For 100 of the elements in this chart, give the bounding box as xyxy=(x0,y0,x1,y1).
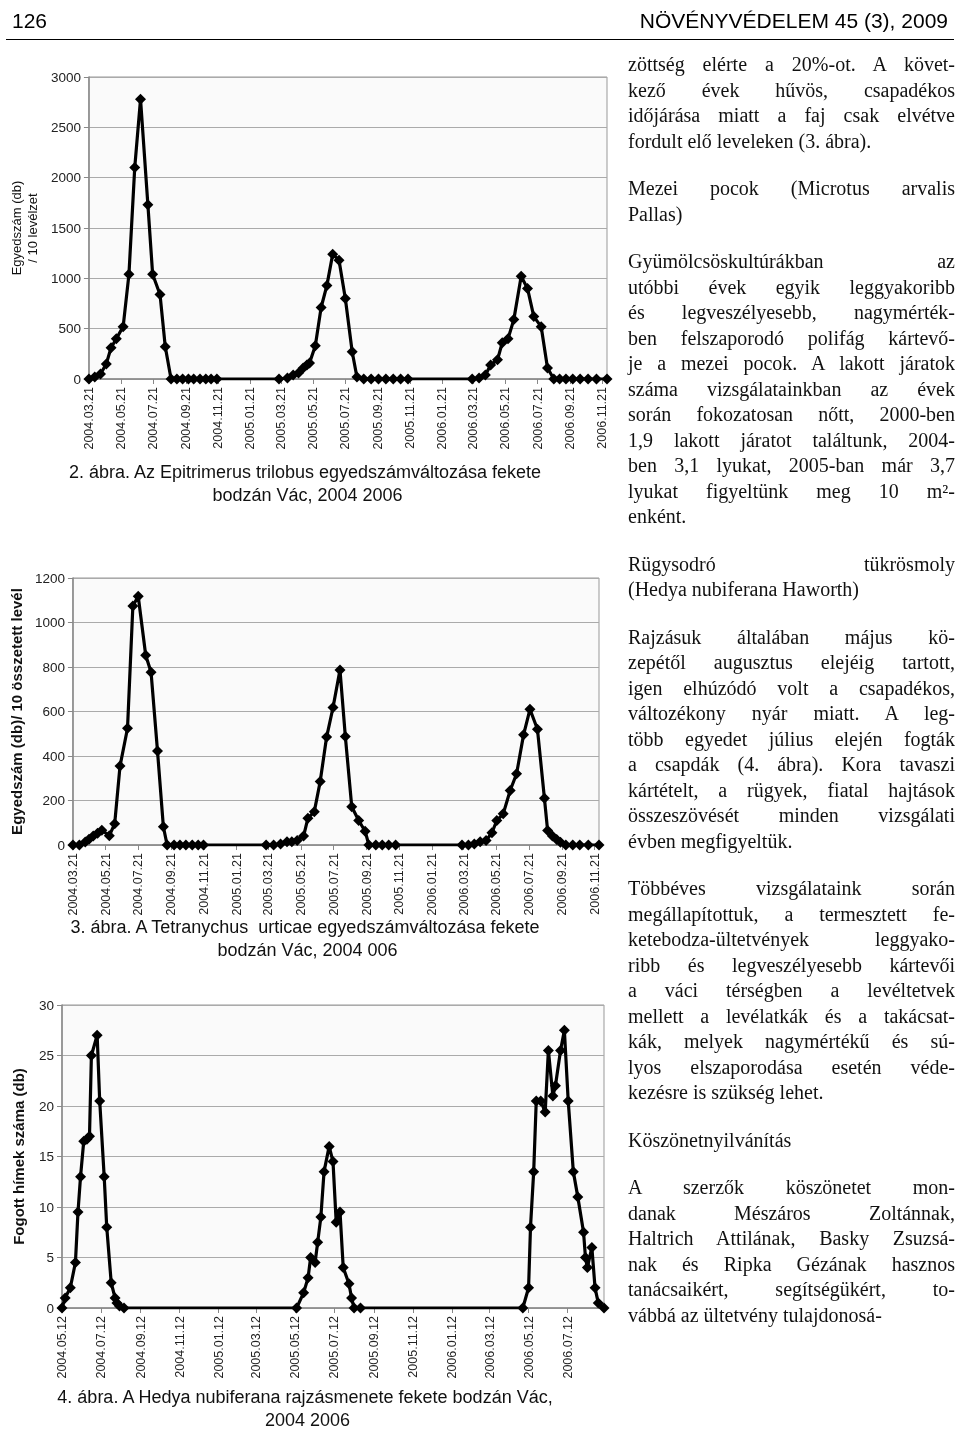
y-tick-label: 0 xyxy=(73,371,81,387)
x-tick-label: 2006.09.21 xyxy=(563,386,578,450)
point xyxy=(517,1302,529,1314)
x-tick-label: 2006.01.21 xyxy=(435,386,450,450)
y-tick-label: 1200 xyxy=(34,570,65,586)
point xyxy=(598,1302,610,1314)
x-tick-label: 2005.01.21 xyxy=(243,386,258,450)
point xyxy=(315,1211,327,1223)
x-tick-label: 2004.03.21 xyxy=(65,852,80,916)
y-tick-label: 800 xyxy=(42,659,65,675)
point xyxy=(72,1206,84,1218)
x-tick-label: 2005.05.12 xyxy=(288,1315,303,1379)
text: Rajzásuk általában május kö- zepétől augusztus elejéig tartott, igen elhúzódó volt a csapadékos, változékony nyár miatt. A leg- több egyedet július elején fogták a csapdák (4. ábra). Kora tavaszi kártételt, a rügyek, fiatal hajtások összeszövését minden vizsgálati évben megfigyeltük. xyxy=(628,625,955,852)
text: Rügysodró tükrösmoly (Hedya nubiferana Haworth) xyxy=(628,551,955,603)
point xyxy=(291,1302,303,1314)
y-tick-label: 3000 xyxy=(50,69,81,85)
point xyxy=(549,1080,561,1092)
x-tick-label: 2006.05.12 xyxy=(521,1315,536,1379)
x-tick-label: 2006.01.12 xyxy=(444,1315,459,1379)
point xyxy=(586,1241,598,1253)
point xyxy=(64,1282,76,1294)
point xyxy=(318,1166,330,1178)
point xyxy=(523,1282,535,1294)
text: A szerzők köszönetet mon- danak Mészáros Zoltánnak, Haltrich Attilának, Basky Zsuzsá- nak és Ripka Gézának hasznos tanácsaikért, segítségükért, to- vábbá az ültetvény tulajdonosá- xyxy=(628,1175,955,1328)
x-tick-label: 2004.05.21 xyxy=(98,852,113,916)
text: zöttség elérte a 20%-ot. A követ- kező évek hűvös, csapadékos időjárása miatt a faj csak elvétve fordult elő leveleken (3. ábra). xyxy=(628,52,955,154)
x-tick-label: 2005.09.21 xyxy=(359,852,374,916)
x-tick-label: 2005.03.12 xyxy=(249,1315,264,1379)
x-tick-label: 2006.07.12 xyxy=(560,1315,575,1379)
x-tick-label: 2004.05.21 xyxy=(114,386,129,450)
text: Gyümölcsöskultúrákban az utóbbi évek egyik leggyakoribb és legveszélyesebb, nagymérték- ben felszaporodó polifág kártevő- je a mezei pocok. A lakott járatok száma vizsgálatainkban az évek során fokozatosan nőtt, 2000-ben 1,9 lakott járatot találtunk, 2004- ben 3,1 lyukat, 2005-ban már 3,7 lyukat figyeltünk meg 10 m²- enként. xyxy=(628,250,955,527)
x-tick-label: 2005.09.12 xyxy=(366,1315,381,1379)
point xyxy=(337,1262,349,1274)
y-tick-label: 2000 xyxy=(50,170,81,186)
y-tick-label: 1000 xyxy=(34,615,65,630)
y-tick-label: 5 xyxy=(46,1250,54,1265)
y-tick-label: 600 xyxy=(42,704,65,719)
x-tick-label: 2005.07.21 xyxy=(326,852,341,916)
y-tick-label: 2500 xyxy=(50,119,81,135)
point xyxy=(85,1050,97,1061)
x-tick-label: 2005.07.12 xyxy=(327,1315,342,1379)
y-axis-title: Egyedszám (db)/ 10 összetett levél xyxy=(7,588,25,835)
point xyxy=(91,1029,103,1041)
x-tick-label: 2004.11.21 xyxy=(210,386,225,449)
point xyxy=(69,1257,81,1269)
y-axis-title: Egyedszám (db) / 10 levélzet xyxy=(8,180,40,276)
text: Mezei pocok (Microtus arvalis Pallas) xyxy=(628,176,955,227)
text: 126 xyxy=(12,9,48,33)
x-tick-label: 2005.11.12 xyxy=(405,1315,420,1378)
x-tick-label: 2004.07.12 xyxy=(93,1315,108,1379)
point xyxy=(56,1302,68,1314)
x-tick-label: 2004.07.21 xyxy=(146,386,161,450)
y-tick-label: 0 xyxy=(57,837,65,853)
point xyxy=(567,1166,579,1178)
point xyxy=(346,1292,358,1304)
y-tick-label: 400 xyxy=(42,748,65,764)
point xyxy=(589,1282,601,1294)
x-tick-label: 2006.07.21 xyxy=(530,386,545,450)
y-tick-label: 500 xyxy=(58,321,81,337)
x-tick-label: 2004.07.21 xyxy=(131,852,146,916)
y-tick-label: 15 xyxy=(38,1149,54,1164)
text: Köszönetnyilvánítás xyxy=(628,1127,793,1153)
y-tick-label: 25 xyxy=(38,1048,54,1063)
point xyxy=(343,1278,355,1290)
point xyxy=(75,1171,87,1183)
point xyxy=(298,1287,310,1299)
point xyxy=(59,1292,71,1304)
y-tick-label: 30 xyxy=(38,997,54,1013)
y-axis-title: Fogott hímek száma (db) xyxy=(9,1068,27,1245)
point xyxy=(105,1277,117,1289)
x-tick-label: 2005.09.21 xyxy=(370,386,385,450)
x-tick-label: 2005.11.21 xyxy=(392,852,407,915)
text: Többéves vizsgálataink során megállapítottuk, a termesztett fe- ketebodza-ültetvények leggyako- ribb és legveszélyesebb kártevői a váci térségben a levéltetvek mellett a levélatkák és a takácsat- kák, melyek nagymértékű és sú- lyos elszaporodása esetén véde- kezésre is szükség lehet. xyxy=(628,877,955,1103)
x-tick-label: 2006.09.21 xyxy=(555,852,570,916)
x-tick-label: 2006.01.21 xyxy=(425,852,440,916)
x-tick-label: 2006.03.12 xyxy=(482,1315,497,1379)
x-tick-label: 2005.01.21 xyxy=(229,852,244,916)
x-tick-label: 2006.05.21 xyxy=(489,852,504,916)
point xyxy=(525,1221,536,1233)
x-tick-label: 2006.07.21 xyxy=(521,852,536,916)
y-tick-label: 10 xyxy=(38,1199,54,1215)
x-tick-label: 2004.09.21 xyxy=(164,852,179,916)
x-tick-label: 2005.05.21 xyxy=(306,386,321,450)
x-tick-label: 2005.11.21 xyxy=(403,386,418,449)
x-tick-label: 2004.11.21 xyxy=(197,852,212,915)
y-tick-label: 0 xyxy=(46,1300,54,1316)
x-tick-label: 2004.09.12 xyxy=(133,1315,148,1379)
point xyxy=(312,1236,324,1248)
x-tick-label: 2004.11.12 xyxy=(172,1315,187,1378)
x-tick-label: 2006.03.21 xyxy=(466,386,481,450)
point xyxy=(562,1095,574,1107)
x-tick-label: 2005.03.21 xyxy=(274,386,289,450)
point xyxy=(592,1297,604,1309)
text: 3. ábra. A Tetranychus urticae egyedszámváltozása fekete bodzán Vác, 2004 006 xyxy=(70,916,545,960)
point xyxy=(572,1191,584,1203)
x-tick-label: 2006.05.21 xyxy=(498,386,513,450)
text: 4. ábra. A Hedya nubiferana rajzásmenete fekete bodzán Vác, 2004 2006 xyxy=(57,1386,558,1430)
text: NÖVÉNYVÉDELEM 45 (3), 2009 xyxy=(639,9,948,33)
x-tick-label: 2004.03.21 xyxy=(81,386,96,450)
x-tick-label: 2006.11.21 xyxy=(587,852,602,915)
